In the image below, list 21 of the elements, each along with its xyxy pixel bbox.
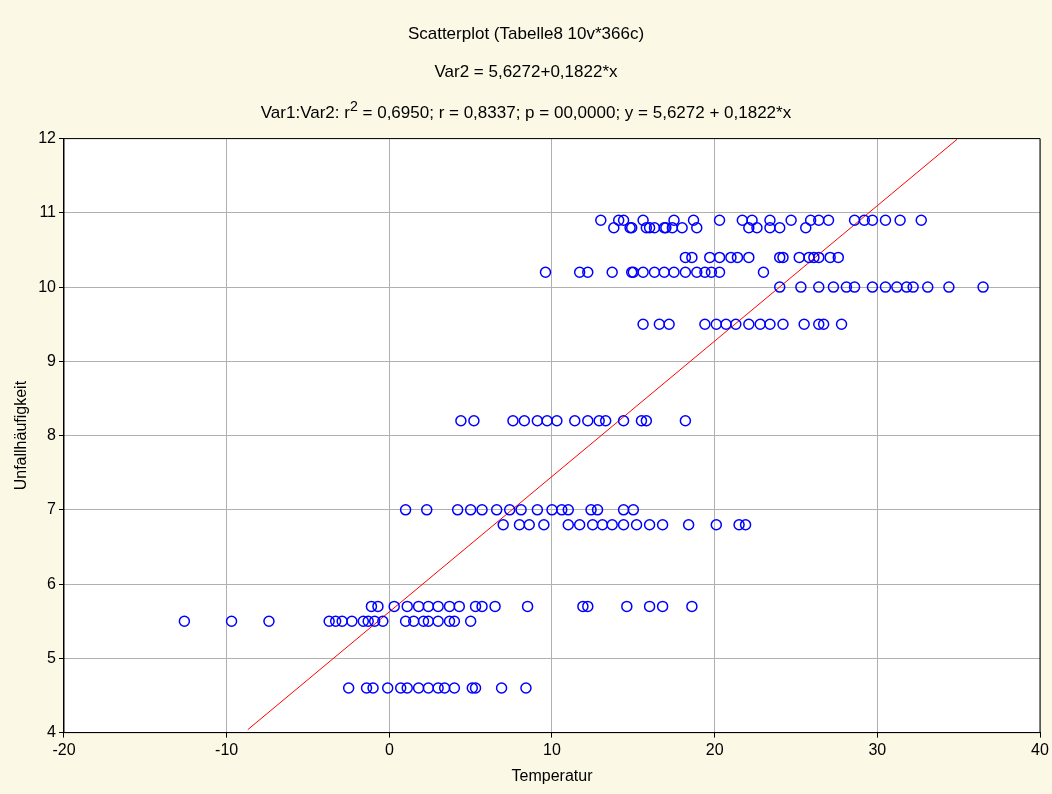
y-tick-label: 7 (47, 500, 57, 518)
x-tick-label: -10 (215, 740, 239, 758)
y-tick-label: 12 (38, 129, 57, 147)
y-tick-label: 11 (39, 203, 57, 221)
chart-subtitle: Var2 = 5,6272+0,1822*x (433, 62, 619, 82)
x-tick-label: 30 (868, 740, 887, 758)
x-tick-label: 0 (384, 740, 394, 758)
text: Var1:Var2: r$^{2}$ = 0,6950; r = 0,8337; p = 00,0000; y = 5,6272 + 0,1822*x (259, 98, 793, 123)
y-tick-label: 5 (47, 648, 57, 666)
y-tick-label: 9 (47, 351, 57, 369)
y-axis-title: Unfallhäufigkeit (12, 380, 30, 491)
x-tick-label: 10 (543, 740, 561, 758)
chart-title: Scatterplot (Tabelle8 10v*366c) (406, 24, 646, 44)
x-axis-title: Temperatur (511, 766, 594, 784)
x-tick-label: -20 (52, 740, 76, 758)
y-tick-label: 10 (38, 277, 57, 295)
x-tick-label: 20 (705, 740, 724, 758)
y-tick-label: 6 (47, 574, 57, 592)
y-tick-label: 8 (47, 426, 57, 444)
x-tick-label: 40 (1031, 740, 1049, 758)
y-tick-label: 4 (47, 723, 57, 741)
